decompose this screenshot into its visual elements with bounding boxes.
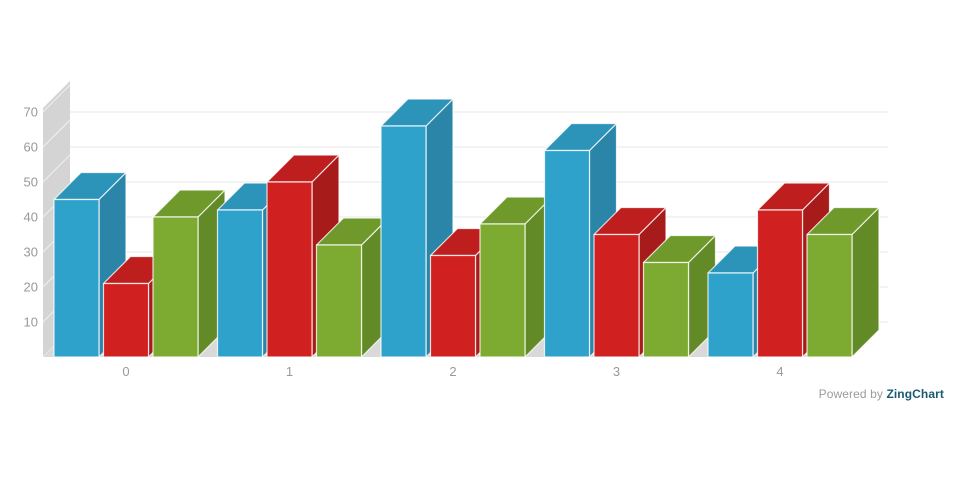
bar-green-cat3[interactable] (642, 234, 717, 358)
y-axis-label-60: 60 (24, 140, 38, 155)
bar-green-cat4-front[interactable] (806, 233, 853, 358)
bar-red-cat4-front[interactable] (756, 209, 804, 358)
bar-blue-cat0-front[interactable] (53, 198, 100, 358)
zingchart-brand-text[interactable]: ZingChart (886, 387, 944, 401)
bar-green-cat2-front[interactable] (479, 223, 526, 358)
wall-tick-hatch (42, 119, 71, 148)
bar-red-cat1-front[interactable] (266, 181, 313, 358)
bar-green-cat3-front[interactable] (642, 261, 690, 358)
bar-green-cat2[interactable] (479, 196, 553, 358)
bar-red-cat2-front[interactable] (429, 254, 477, 358)
bar-blue-cat1-front[interactable] (216, 209, 264, 358)
y-axis-label-30: 30 (24, 245, 38, 260)
branding-footer[interactable]: Powered by ZingChart (819, 387, 944, 401)
x-axis-label-2: 2 (449, 364, 456, 379)
bar-green-cat4[interactable] (806, 206, 880, 358)
y-axis-label-20: 20 (24, 280, 38, 295)
bar-blue-cat4-front[interactable] (707, 272, 754, 358)
x-axis-label-4: 4 (776, 364, 783, 379)
y-axis-label-40: 40 (24, 210, 38, 225)
bar-red-cat3-front[interactable] (593, 233, 640, 358)
wall-tick-hatch (42, 154, 71, 183)
bar-blue-cat3-front[interactable] (543, 149, 591, 358)
powered-by-text: Powered by (818, 387, 883, 401)
bar-green-cat0[interactable] (152, 189, 226, 358)
bar-blue-cat0[interactable] (53, 171, 127, 358)
bar-green-cat0-front[interactable] (152, 216, 199, 358)
x-axis-label-0: 0 (122, 364, 129, 379)
x-axis-label-3: 3 (613, 364, 620, 379)
y-axis-label-70: 70 (24, 105, 38, 120)
bar-blue-cat2-front[interactable] (380, 125, 427, 358)
x-axis-label-1: 1 (286, 364, 293, 379)
bar-green-cat1-front[interactable] (315, 244, 363, 358)
bar-red-cat0-front[interactable] (102, 282, 150, 358)
wall-tick-hatch (42, 84, 71, 113)
y-axis-label-50: 50 (24, 175, 38, 190)
y-axis-label-10: 10 (24, 315, 38, 330)
bar-green-cat1[interactable] (315, 217, 390, 358)
